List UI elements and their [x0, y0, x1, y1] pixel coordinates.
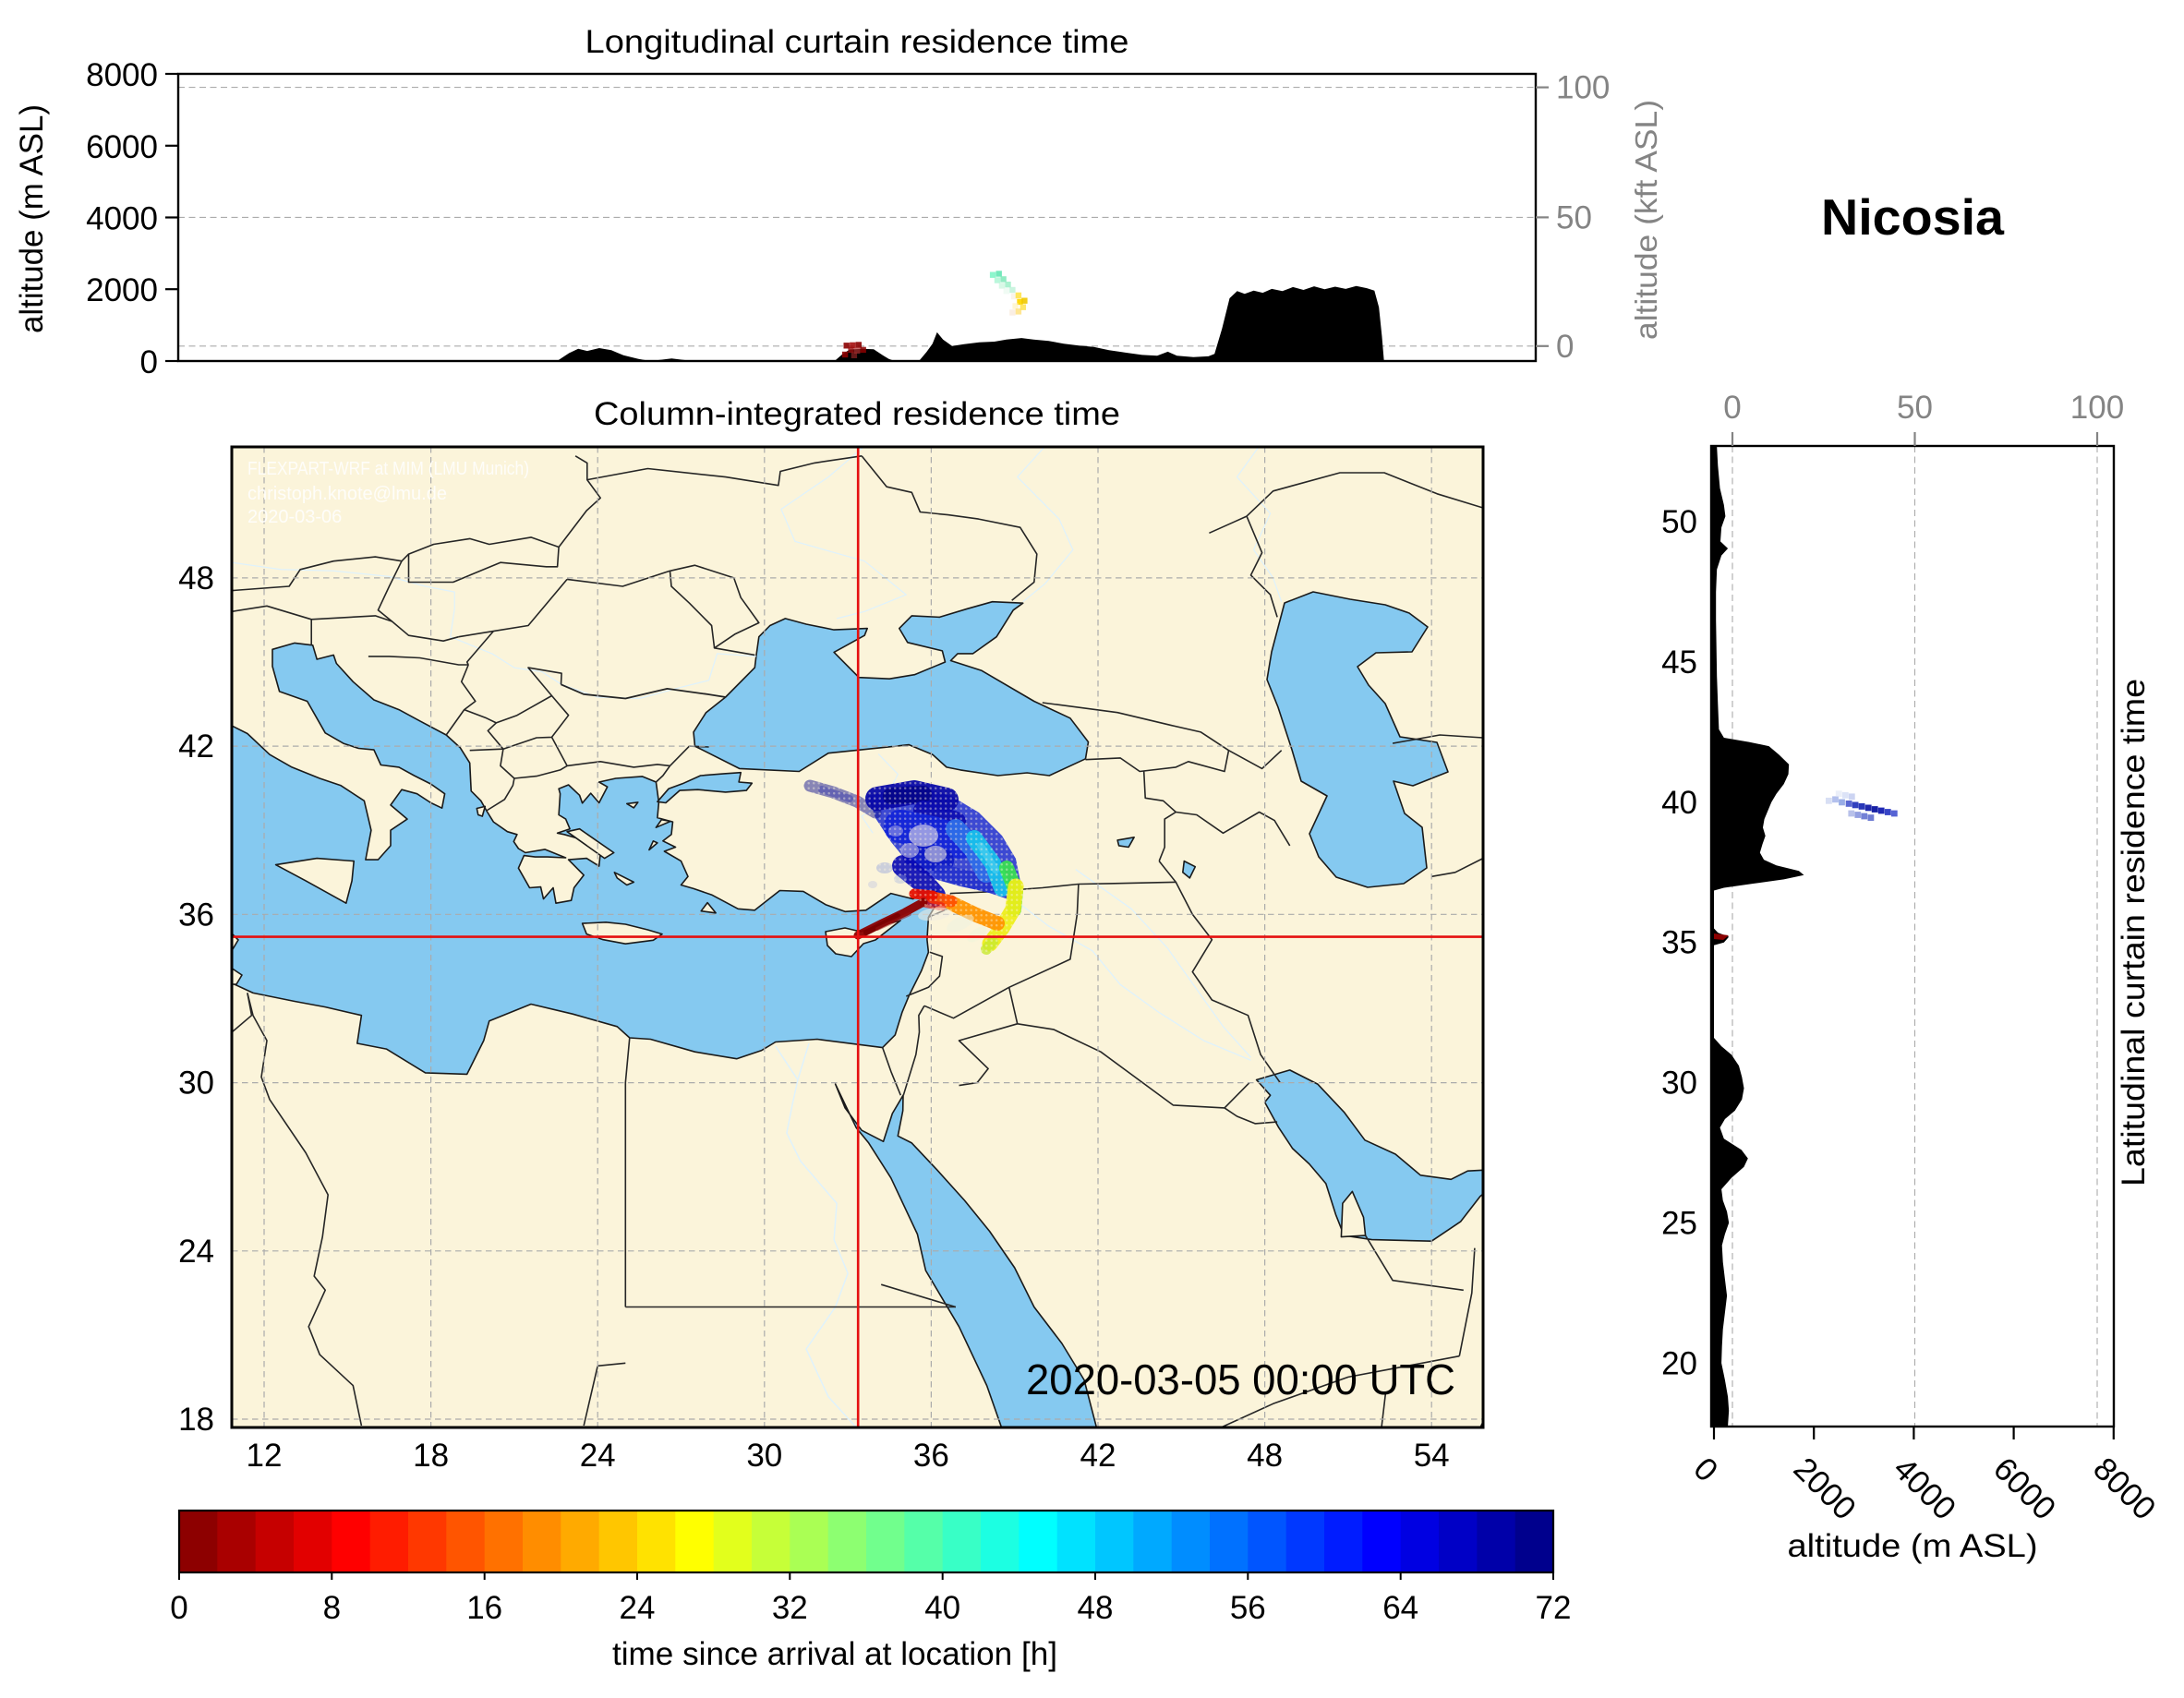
- svg-text:24: 24: [620, 1590, 656, 1626]
- svg-text:24: 24: [178, 1234, 214, 1270]
- svg-text:18: 18: [178, 1402, 214, 1438]
- svg-text:altitude (m ASL): altitude (m ASL): [1788, 1528, 2038, 1564]
- svg-text:48: 48: [178, 560, 214, 596]
- svg-text:Nicosia: Nicosia: [1821, 188, 2004, 246]
- svg-text:2000: 2000: [86, 272, 158, 308]
- svg-text:42: 42: [178, 729, 214, 765]
- svg-text:Longitudinal curtain residence: Longitudinal curtain residence time: [585, 24, 1129, 60]
- svg-text:altitude (kft ASL): altitude (kft ASL): [1629, 100, 1663, 340]
- svg-text:50: 50: [1661, 504, 1697, 540]
- svg-text:40: 40: [924, 1590, 960, 1626]
- svg-text:45: 45: [1661, 644, 1697, 680]
- svg-text:altitude (m ASL): altitude (m ASL): [14, 104, 50, 333]
- svg-text:18: 18: [413, 1438, 449, 1474]
- svg-text:16: 16: [466, 1590, 502, 1626]
- svg-text:30: 30: [1661, 1066, 1697, 1102]
- svg-text:72: 72: [1536, 1590, 1572, 1626]
- svg-text:Latitudinal curtain residence: Latitudinal curtain residence time: [2116, 679, 2152, 1186]
- svg-text:64: 64: [1382, 1590, 1418, 1626]
- svg-text:50: 50: [1556, 199, 1592, 235]
- svg-text:2020-03-06: 2020-03-06: [247, 507, 342, 527]
- svg-text:36: 36: [913, 1438, 949, 1474]
- svg-text:0: 0: [1723, 390, 1741, 426]
- svg-text:0: 0: [1556, 329, 1574, 365]
- svg-text:8000: 8000: [86, 57, 158, 93]
- svg-text:4000: 4000: [86, 201, 158, 237]
- svg-text:100: 100: [1556, 70, 1610, 106]
- svg-text:2020-03-05 00:00 UTC: 2020-03-05 00:00 UTC: [1026, 1355, 1455, 1403]
- svg-text:25: 25: [1661, 1205, 1697, 1241]
- svg-text:48: 48: [1247, 1438, 1283, 1474]
- svg-text:30: 30: [178, 1066, 214, 1102]
- svg-text:FLEXPART-WRF at MIM (LMU Munic: FLEXPART-WRF at MIM (LMU Munich): [247, 459, 529, 479]
- svg-text:100: 100: [2070, 390, 2124, 426]
- svg-text:30: 30: [746, 1438, 782, 1474]
- svg-text:time since arrival at location: time since arrival at location [h]: [612, 1636, 1057, 1672]
- svg-text:Column-integrated residence ti: Column-integrated residence time: [594, 396, 1120, 432]
- svg-text:48: 48: [1078, 1590, 1114, 1626]
- svg-text:35: 35: [1661, 925, 1697, 961]
- svg-text:36: 36: [178, 897, 214, 933]
- svg-text:0: 0: [140, 344, 158, 380]
- svg-text:40: 40: [1661, 785, 1697, 821]
- svg-text:12: 12: [247, 1438, 283, 1474]
- svg-text:32: 32: [772, 1590, 808, 1626]
- svg-text:56: 56: [1230, 1590, 1266, 1626]
- svg-text:42: 42: [1080, 1438, 1116, 1474]
- svg-text:54: 54: [1414, 1438, 1450, 1474]
- svg-text:0: 0: [170, 1590, 187, 1626]
- svg-text:6000: 6000: [86, 129, 158, 165]
- svg-text:50: 50: [1897, 390, 1933, 426]
- svg-text:8: 8: [323, 1590, 341, 1626]
- svg-text:24: 24: [580, 1438, 616, 1474]
- svg-text:christoph.knote@lmu.de: christoph.knote@lmu.de: [247, 484, 447, 504]
- svg-text:20: 20: [1661, 1345, 1697, 1381]
